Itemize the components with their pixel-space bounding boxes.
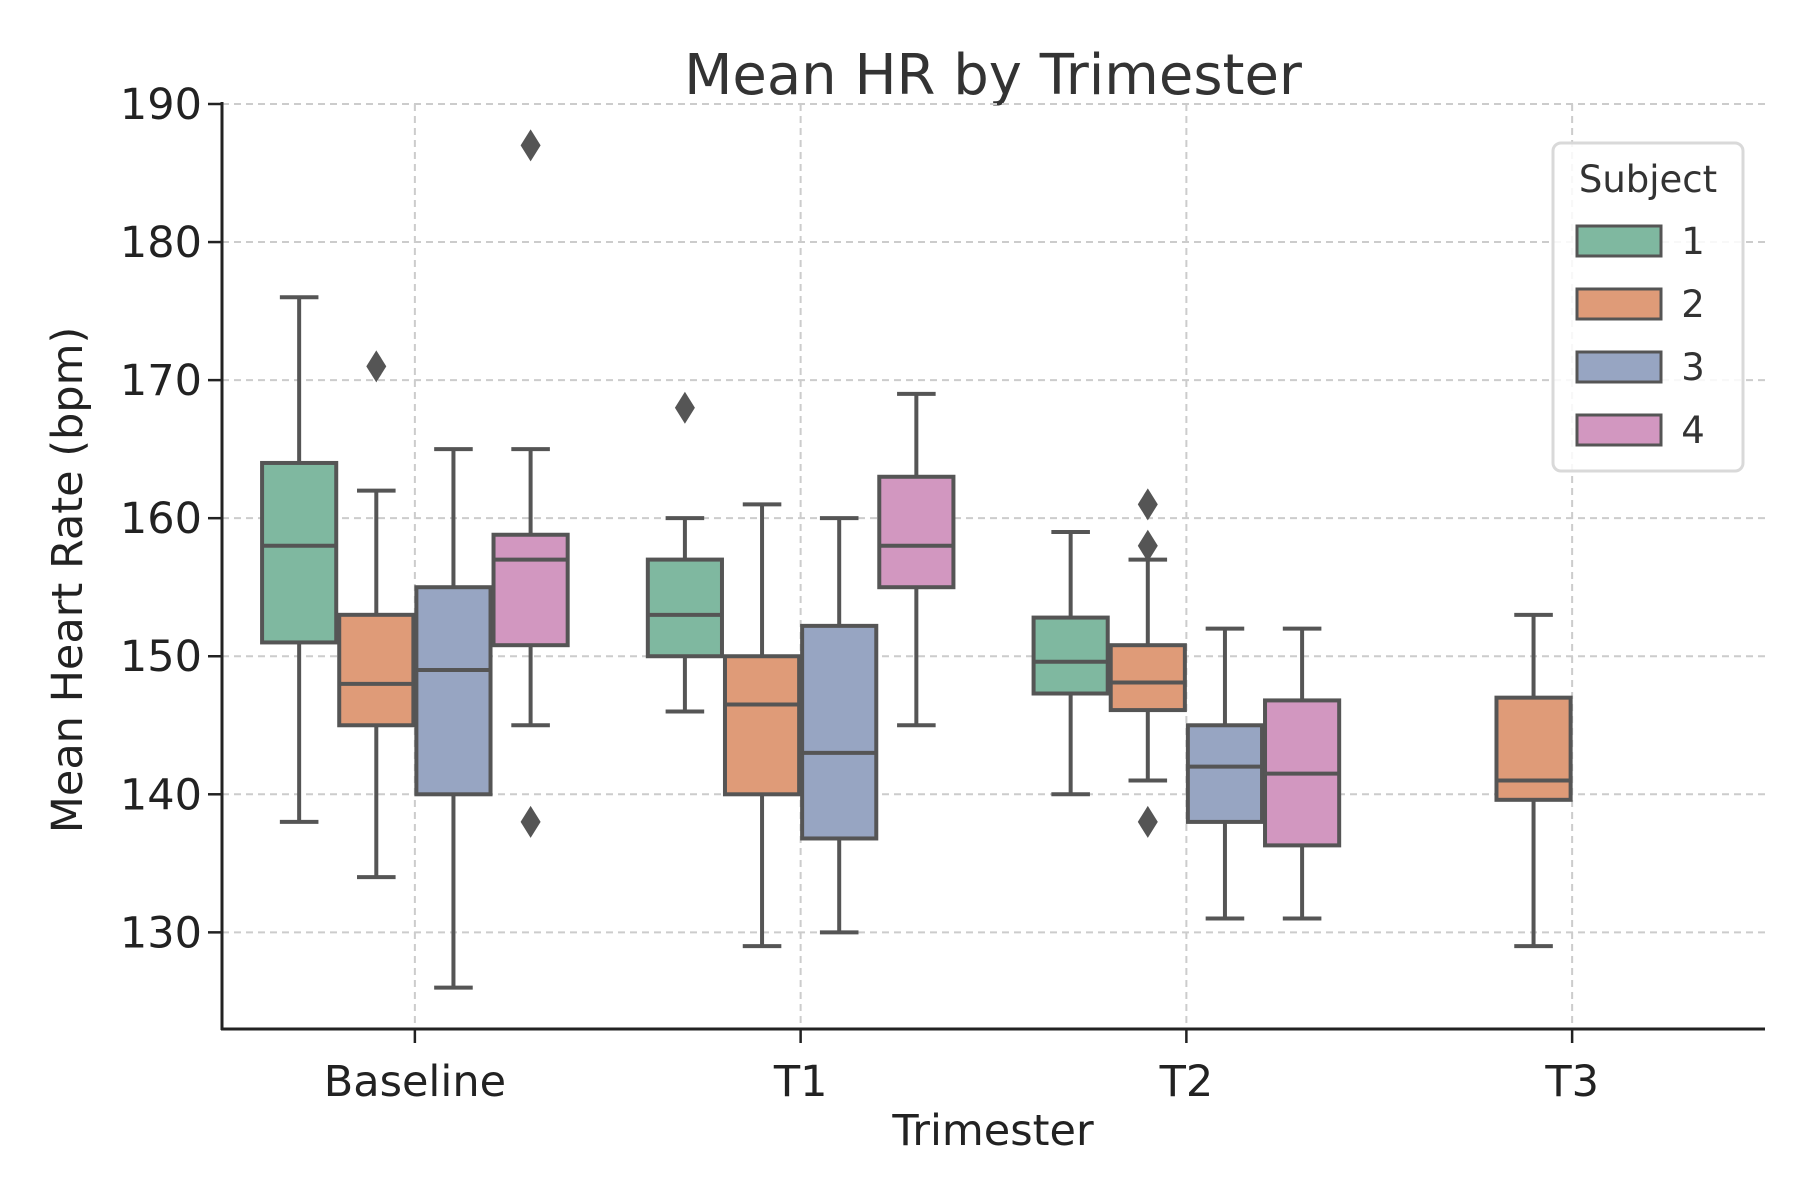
y-axis-label: Mean Heart Rate (bpm) [43, 327, 93, 833]
box-subject-1-T1 [645, 391, 724, 714]
box-subject-4-T1 [877, 391, 956, 728]
legend: Subject 1 2 3 4 [1551, 141, 1745, 473]
box [337, 612, 416, 728]
box [1108, 643, 1187, 713]
box [260, 460, 339, 645]
legend-label-3: 3 [1681, 346, 1705, 389]
box [800, 623, 879, 841]
box [1031, 615, 1110, 696]
y-tick-label: 130 [120, 908, 202, 958]
box [877, 474, 956, 590]
box-subject-4-T2 [1263, 626, 1342, 921]
box-subject-3-T2 [1185, 626, 1265, 921]
x-tick-label: T3 [1544, 1057, 1599, 1107]
outlier-point [1137, 805, 1158, 838]
axes: 130 140 150 160 170 180 190 Baseline T1 T2 T3 [120, 80, 1765, 1107]
chart-title: Mean HR by Trimester [684, 43, 1303, 108]
outlier-point [1137, 488, 1158, 521]
box-subject-3-T1 [800, 516, 879, 935]
x-tick-label: T1 [773, 1057, 828, 1107]
legend-label-4: 4 [1681, 409, 1705, 452]
box-subject-4-Baseline [491, 129, 570, 838]
box-subject-2-T3 [1494, 612, 1573, 949]
box [722, 654, 802, 797]
box-subject-1-T2 [1031, 529, 1110, 797]
outlier-point [1137, 529, 1158, 562]
x-tick-label: T2 [1159, 1057, 1214, 1107]
box-subject-1-Baseline [260, 295, 339, 824]
box [1494, 695, 1573, 802]
x-axis-label: Trimester [891, 1106, 1094, 1156]
outlier-point [674, 391, 695, 424]
y-tick-label: 180 [120, 218, 202, 268]
outlier-point [366, 350, 387, 383]
outlier-point [520, 805, 541, 838]
legend-label-1: 1 [1681, 220, 1705, 263]
box [645, 557, 724, 659]
legend-swatch-2 [1575, 287, 1663, 321]
y-tick-label: 190 [120, 80, 202, 130]
y-tick-label: 140 [120, 770, 202, 820]
legend-swatch-3 [1575, 350, 1663, 384]
box-subject-2-T2 [1108, 488, 1187, 838]
box-subject-2-T1 [722, 502, 802, 949]
plot-area [260, 129, 1573, 990]
box-subject-3-Baseline [414, 447, 493, 990]
y-tick-label: 160 [120, 494, 202, 544]
y-tick-label: 150 [120, 632, 202, 682]
legend-label-2: 2 [1681, 283, 1705, 326]
box [414, 585, 493, 797]
legend-swatch-1 [1575, 224, 1663, 258]
y-tick-label: 170 [120, 356, 202, 406]
x-tick-label: Baseline [324, 1057, 506, 1107]
box [1185, 723, 1265, 824]
box [491, 532, 570, 648]
legend-swatch-4 [1575, 413, 1663, 447]
box-subject-2-Baseline [337, 350, 416, 880]
legend-title: Subject [1579, 158, 1717, 201]
outlier-point [520, 129, 541, 162]
